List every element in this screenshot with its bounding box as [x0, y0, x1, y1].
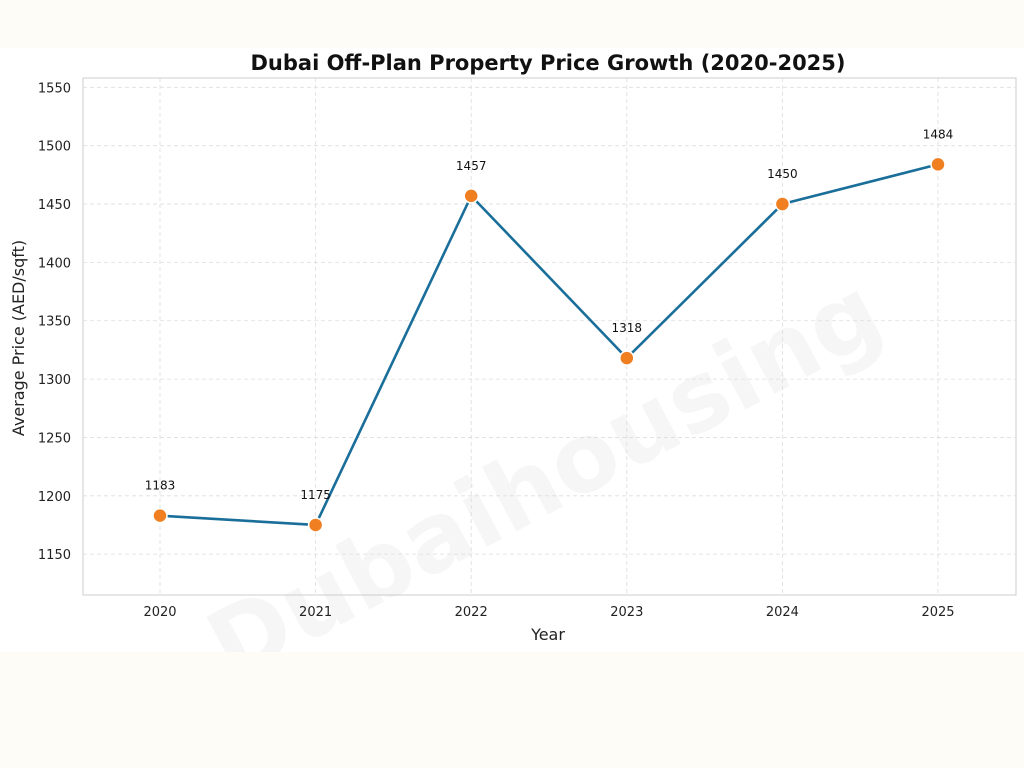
y-axis-ticks: 1150 1200 1250 1300 1350 1400 1450 1500 1550 [38, 81, 71, 563]
x-tick-label: 2020 [143, 605, 176, 620]
x-tick-label: 2025 [921, 605, 954, 620]
y-tick-label: 1250 [38, 431, 71, 446]
chart-title: Dubai Off-Plan Property Price Growth (20… [250, 51, 845, 75]
data-points [152, 156, 946, 533]
data-point [152, 507, 168, 524]
data-label: 1457 [456, 159, 487, 173]
data-labels: 1183 1175 1457 1318 1450 1484 [145, 127, 954, 502]
x-tick-label: 2021 [299, 605, 332, 620]
data-point [619, 350, 635, 366]
data-point [307, 517, 324, 533]
y-tick-label: 1400 [38, 256, 71, 271]
x-axis-ticks: 2020 2021 2022 2023 2024 2025 [143, 605, 954, 620]
data-label: 1175 [300, 488, 331, 502]
line-chart: Dubaihousing 1150 1200 1250 1300 1350 1400 145… [9, 51, 1017, 652]
y-tick-label: 1500 [38, 140, 71, 155]
chart-figure: Dubaihousing 1150 1200 1250 1300 1350 1400 145… [0, 48, 1024, 652]
y-tick-label: 1150 [38, 548, 71, 563]
x-tick-label: 2024 [766, 605, 799, 620]
series-line-group [159, 163, 939, 527]
data-point [463, 188, 479, 204]
y-tick-label: 1300 [38, 373, 71, 388]
x-tick-label: 2023 [610, 605, 643, 620]
y-tick-label: 1350 [38, 315, 71, 330]
y-tick-label: 1550 [38, 81, 71, 96]
data-label: 1450 [767, 167, 798, 181]
watermark: Dubaihousing [190, 255, 900, 652]
plot-area [82, 77, 1017, 596]
y-axis-label: Average Price (AED/sqft) [9, 240, 28, 436]
data-label: 1183 [145, 479, 176, 493]
grid-lines [83, 78, 1016, 595]
data-label: 1484 [923, 127, 954, 141]
y-tick-label: 1450 [38, 198, 71, 213]
data-point [930, 156, 946, 173]
x-tick-label: 2022 [455, 605, 488, 620]
x-axis-label: Year [530, 625, 565, 644]
series-line [159, 163, 939, 527]
y-tick-label: 1200 [38, 490, 71, 505]
data-point [774, 196, 791, 212]
data-label: 1318 [612, 321, 643, 335]
